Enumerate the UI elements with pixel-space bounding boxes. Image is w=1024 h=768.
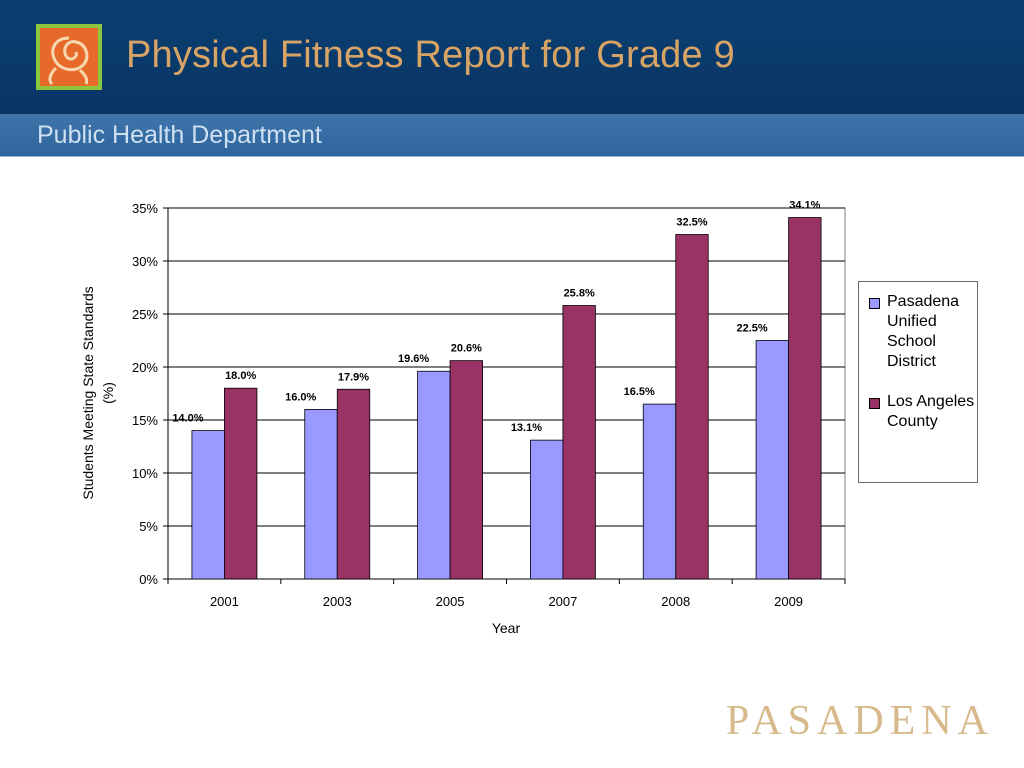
- page-subtitle: Public Health Department: [37, 121, 322, 149]
- data-label: 18.0%: [225, 370, 256, 382]
- data-label: 22.5%: [736, 323, 767, 335]
- y-axis-label-group: Students Meeting State Standards (%): [80, 286, 116, 499]
- x-tick-label: 2007: [548, 594, 577, 609]
- bar-la: [562, 305, 596, 580]
- data-label: 32.5%: [676, 217, 707, 229]
- data-labels: 14.0% 18.0% 16.0% 17.9% 19.6% 20.6% 13.1% 25.8%…: [172, 200, 820, 435]
- rose-logo-icon: [36, 24, 102, 90]
- x-tick-label: 2001: [210, 594, 239, 609]
- data-label: 19.6%: [398, 353, 429, 365]
- data-label: 25.8%: [564, 288, 595, 300]
- chart-legend: Pasadena Unified School District Los Ang…: [858, 281, 978, 483]
- y-tick-label: 25%: [132, 307, 158, 322]
- data-label: 13.1%: [511, 422, 542, 434]
- data-label: 16.5%: [624, 386, 655, 398]
- bar-pusd: [191, 430, 225, 580]
- y-tick-label: 15%: [132, 413, 158, 428]
- legend-swatch-pusd: [869, 298, 880, 309]
- pasadena-brand: PASADENA: [725, 698, 994, 744]
- y-tick-label: 10%: [132, 466, 158, 481]
- y-axis-label-line-2: (%): [100, 382, 116, 404]
- bar-la: [788, 217, 822, 580]
- y-tick-label: 30%: [132, 254, 158, 269]
- data-label: 16.0%: [285, 391, 316, 403]
- bar-pusd: [755, 340, 789, 580]
- legend-swatch-la: [869, 398, 880, 409]
- subtitle-bar: Public Health Department: [0, 114, 1024, 157]
- x-tick-label: 2005: [436, 594, 465, 609]
- bar-pusd: [642, 403, 677, 580]
- bar-la: [449, 360, 483, 580]
- bar-la: [336, 388, 371, 580]
- bar-pusd: [530, 439, 564, 580]
- y-tick-label: 20%: [132, 360, 158, 375]
- header-bar: Physical Fitness Report for Grade 9: [0, 0, 1024, 114]
- data-label: 20.6%: [451, 343, 482, 355]
- y-tick-label: 0%: [139, 572, 158, 587]
- y-tick-label: 5%: [139, 519, 158, 534]
- legend-label-pusd: Pasadena Unified School District: [887, 293, 960, 370]
- bar-la: [224, 387, 258, 580]
- data-label: 14.0%: [172, 413, 203, 425]
- legend-label-la: Los Angeles County: [887, 393, 975, 430]
- page-title: Physical Fitness Report for Grade 9: [126, 34, 735, 76]
- bars-group: [191, 217, 822, 580]
- bar-pusd: [417, 370, 451, 580]
- x-tick-label: 2008: [661, 594, 690, 609]
- y-axis-label-line-1: Students Meeting State Standards: [80, 286, 96, 499]
- data-label: 34.1%: [789, 200, 820, 212]
- data-label: 17.9%: [338, 371, 369, 383]
- bar-la: [675, 234, 709, 580]
- x-tick-label: 2009: [774, 594, 803, 609]
- y-tick-label: 35%: [132, 201, 158, 216]
- x-axis-ticks: 2001 2003 2005 2007 2008 2009: [167, 579, 846, 609]
- plot-area: [167, 207, 846, 580]
- x-axis-label: Year: [492, 620, 521, 636]
- x-tick-label: 2003: [323, 594, 352, 609]
- gridlines: [167, 207, 846, 580]
- bar-pusd: [304, 408, 338, 580]
- y-axis-ticks: 0% 5% 10% 15% 20% 25% 30% 35%: [132, 201, 168, 587]
